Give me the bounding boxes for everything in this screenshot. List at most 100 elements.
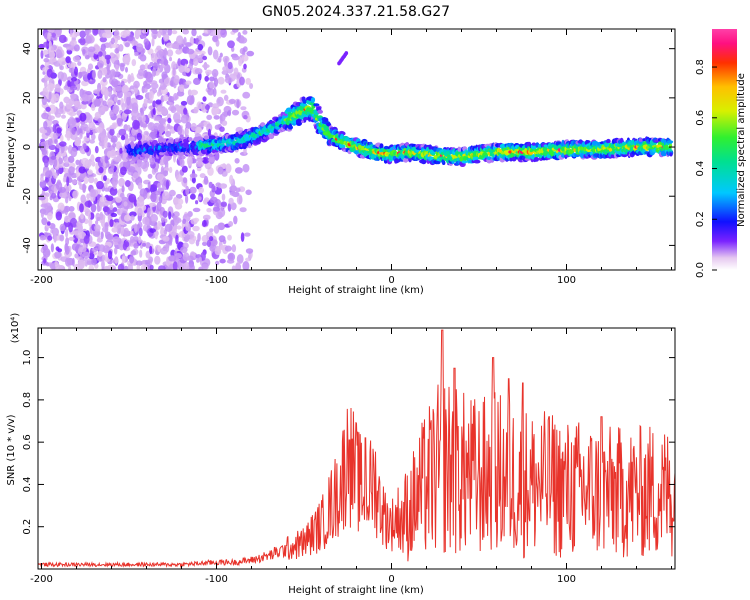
y-tick-label: 0.6 (22, 434, 33, 450)
noise-blob (156, 105, 163, 112)
noise-blob (131, 59, 137, 67)
ridge-cell (510, 151, 514, 158)
noise-blob (154, 115, 162, 121)
colorbar-ticks: 0.0 0.2 0.4 0.6 0.8 (695, 59, 717, 278)
noise-blob (191, 29, 197, 37)
noise-blob (185, 121, 192, 130)
noise-blob (198, 256, 202, 263)
noise-blob (213, 115, 220, 120)
noise-blob (114, 29, 120, 39)
noise-blob (104, 54, 112, 60)
noise-blob (233, 67, 239, 76)
noise-blob (123, 201, 128, 207)
noise-blob (156, 173, 164, 182)
noise-blob (181, 165, 188, 173)
noise-blob (59, 101, 64, 110)
noise-blob (198, 122, 204, 128)
noise-blob (44, 177, 49, 183)
noise-blob (173, 75, 180, 85)
noise-blob (242, 261, 250, 270)
noise-blob (93, 98, 101, 107)
noise-blob (224, 76, 233, 84)
noise-blob (129, 211, 137, 217)
noise-blob (106, 150, 113, 158)
noise-blob (76, 31, 80, 37)
noise-blob (163, 126, 169, 131)
noise-blob (95, 220, 99, 225)
noise-blob (223, 94, 229, 101)
noise-blob (211, 69, 219, 78)
noise-blob (183, 36, 187, 45)
noise-blob (123, 91, 132, 98)
noise-blob (127, 166, 136, 173)
noise-blob (249, 83, 254, 89)
noise-blob (48, 104, 57, 114)
noise-blob (152, 67, 157, 77)
noise-blob (141, 123, 148, 128)
noise-blob (211, 103, 220, 109)
snr-y-axis-label: SNR (10 * v/v) (6, 414, 17, 485)
noise-blob (91, 161, 96, 167)
noise-blob (151, 37, 155, 47)
noise-blob (186, 95, 194, 105)
noise-blob (115, 141, 122, 150)
ridge-cell (300, 102, 307, 107)
ridge-cell (638, 137, 643, 142)
colorbar-tick-label: 0.8 (695, 59, 706, 75)
noise-blob (46, 68, 53, 78)
noise-blob (94, 145, 99, 154)
noise-blob (233, 215, 238, 225)
noise-blob (190, 193, 196, 200)
noise-blob (193, 106, 199, 114)
chart-title: GN05.2024.337.21.58.G27 (262, 4, 450, 20)
spectrogram-y-axis-label: Frequency (Hz) (6, 112, 17, 188)
noise-blob (87, 63, 94, 70)
noise-blob (147, 181, 151, 190)
noise-blob (109, 187, 118, 196)
noise-blob (136, 43, 144, 52)
noise-blob (79, 112, 87, 122)
noise-blob (168, 255, 177, 262)
noise-blob (244, 232, 251, 237)
noise-blob (160, 107, 168, 115)
noise-blob (127, 263, 133, 270)
noise-blob (52, 124, 57, 133)
noise-blob (175, 194, 183, 199)
noise-blob (71, 77, 77, 82)
noise-blob (195, 239, 200, 247)
noise-blob (198, 186, 204, 194)
y-tick-label: 0 (22, 144, 33, 150)
noise-blob (70, 93, 77, 100)
noise-blob (158, 265, 166, 270)
noise-blob (114, 256, 119, 264)
noise-blob (149, 228, 156, 234)
ridge-cell (295, 118, 303, 125)
noise-blob (123, 109, 132, 115)
noise-blob (135, 260, 143, 267)
noise-blob (143, 98, 148, 108)
noise-blob (182, 177, 188, 184)
noise-blob (82, 251, 90, 259)
x-tick-label: 100 (557, 275, 576, 286)
noise-blob (109, 128, 115, 136)
noise-blob (168, 96, 175, 103)
noise-blob (207, 128, 212, 137)
noise-blob (201, 263, 209, 270)
ridge-cell (533, 157, 540, 162)
noise-blob (212, 49, 219, 60)
noise-blob (53, 93, 60, 102)
noise-blob (159, 158, 164, 166)
noise-blob (101, 254, 106, 261)
noise-blob (163, 33, 170, 42)
noise-blob (231, 265, 236, 270)
ridge-cell (145, 152, 150, 159)
noise-blob (150, 192, 157, 203)
noise-blob (172, 225, 177, 236)
noise-blob (69, 29, 73, 36)
noise-blob (227, 202, 232, 212)
noise-blob (145, 242, 151, 249)
ridge-cell (288, 123, 293, 129)
noise-blob (219, 126, 225, 132)
noise-blob (74, 66, 78, 76)
noise-blob (175, 234, 179, 245)
